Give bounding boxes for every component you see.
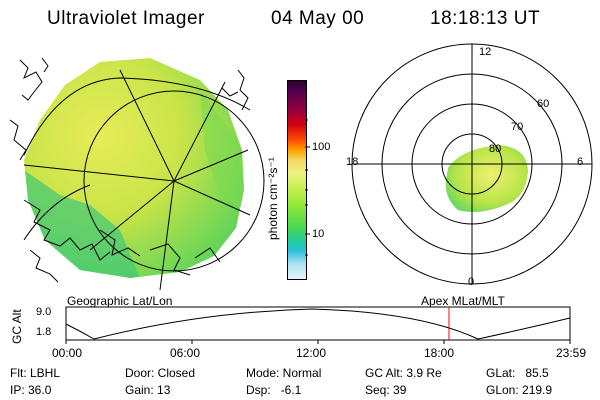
instrument-title: Ultraviolet Imager [47, 8, 205, 29]
polar-label-0: 0 [468, 276, 475, 288]
colorbar-tick-10: 10 [312, 228, 325, 240]
colorbar-tick-100: 100 [312, 141, 331, 153]
polar-label-18: 18 [346, 156, 359, 168]
polar-lat-70: 70 [511, 121, 524, 133]
info-filter: Flt: LBHL [10, 366, 61, 380]
info-seq: Seq: 39 [365, 383, 407, 397]
geographic-caption: Geographic Lat/Lon [67, 294, 173, 308]
info-dsp: Dsp: -6.1 [246, 383, 302, 397]
info-door: Door: Closed [125, 366, 196, 380]
altitude-xtick-2359: 23:59 [556, 346, 587, 360]
polar-lat-80: 80 [489, 143, 502, 155]
apex-caption: Apex MLat/MLT [421, 294, 505, 308]
colorbar [287, 80, 307, 280]
info-gc-alt: GC Alt: 3.9 Re [365, 366, 442, 380]
polar-lat-60: 60 [537, 98, 550, 110]
altitude-xtick-0600: 06:00 [170, 346, 201, 360]
geographic-grid [23, 69, 265, 291]
altitude-xtick-1800: 18:00 [424, 346, 455, 360]
polar-label-6: 6 [577, 156, 584, 168]
info-glon: GLon: 219.9 [486, 383, 553, 397]
polar-label-12: 12 [479, 46, 492, 58]
info-mode: Mode: Normal [246, 366, 322, 380]
info-gain: Gain: 13 [125, 383, 171, 397]
altitude-curve [65, 308, 571, 340]
time-label: 18:18:13 UT [430, 8, 541, 29]
polar-auroral-emission [445, 145, 528, 212]
date-label: 04 May 00 [271, 8, 365, 29]
info-glat: GLat: 85.5 [486, 366, 549, 380]
altitude-ytick-high: 9.0 [36, 306, 52, 318]
altitude-ytick-low: 1.8 [36, 326, 52, 338]
info-ip: IP: 36.0 [10, 383, 52, 397]
altitude-xtick-1200: 12:00 [296, 346, 327, 360]
coastlines [9, 57, 249, 283]
altitude-xtick-0000: 00:00 [52, 346, 83, 360]
